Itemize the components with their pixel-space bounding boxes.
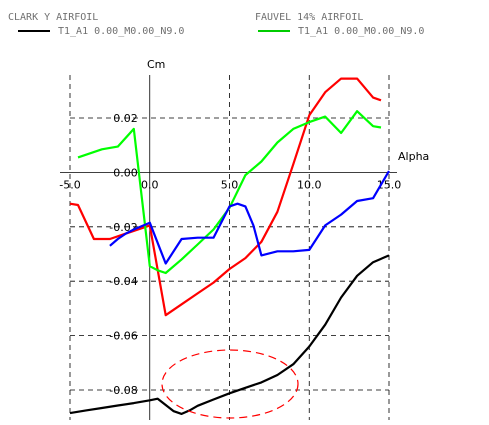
tick-labels: -5.0 0.0 5.0 10.0 15.00.020.00-0.02-0.04-0.0… [59,112,401,397]
x-axis-title: Alpha [398,150,429,163]
highlight-ellipse [161,349,299,419]
legend-right-heading: FAUVEL 14% AIRFOIL [255,12,363,23]
y-tick-label: -0.08 [109,384,137,397]
y-tick-label: -0.04 [109,275,137,288]
legend-left-heading: CLARK Y AIRFOIL [8,12,98,23]
legend-left-entry: T1_A1 0.00_M0.00_N9.0 [58,26,184,37]
y-tick-label: 0.00 [113,166,138,179]
grid-layer [69,75,390,420]
x-tick-label: 10.0 [297,178,322,191]
x-tick-label: 5.0 [221,178,239,191]
legend-right-entry: T1_A1 0.00_M0.00_N9.0 [298,26,424,37]
y-axis-title: Cm [147,58,165,71]
y-tick-label: 0.02 [113,112,138,125]
series-line-1 [69,77,382,317]
y-tick-label: -0.06 [109,330,137,343]
x-tick-label: 0.0 [141,178,159,191]
series-layer [69,77,390,415]
series-line-0 [69,254,390,415]
axis-layer [60,75,397,420]
annotation-layer [161,349,299,419]
x-tick-label: -5.0 [59,178,80,191]
series-line-3 [109,170,390,265]
